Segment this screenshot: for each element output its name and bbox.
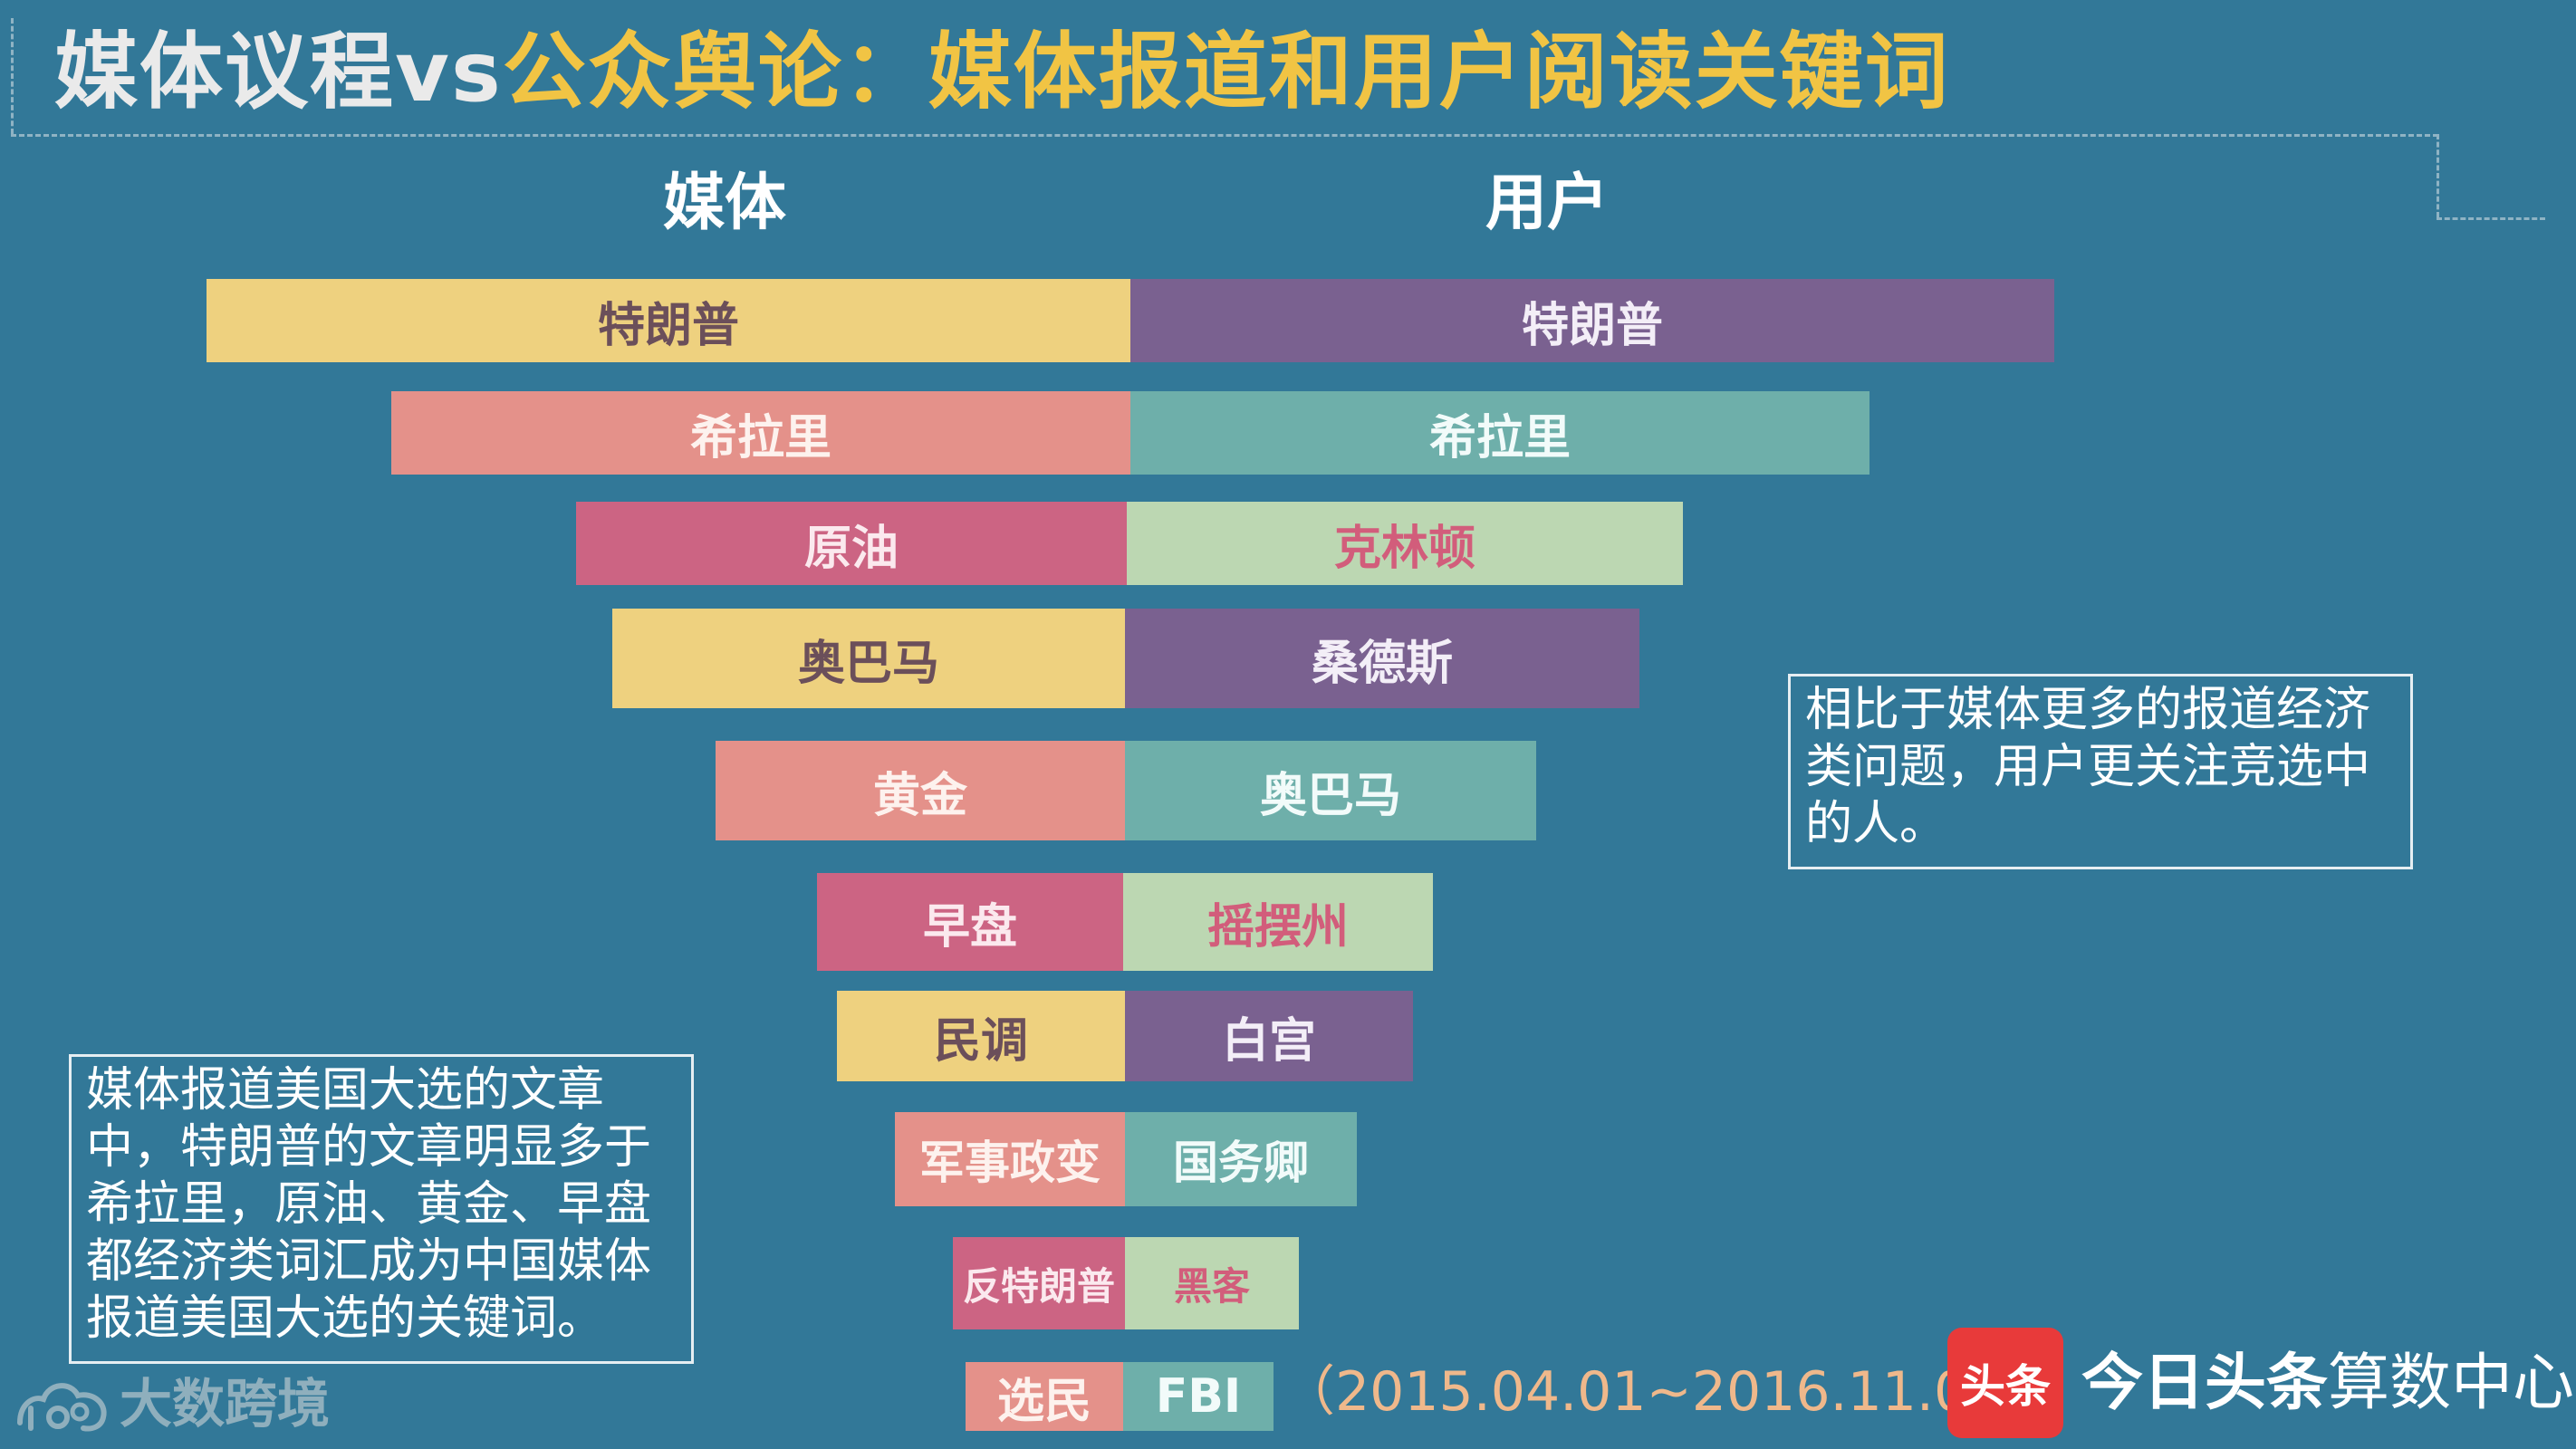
- page-title-part1: 媒体议程vs: [54, 24, 503, 120]
- note-left: 媒体报道美国大选的文章中，特朗普的文章明显多于希拉里，原油、黄金、早盘都经济类词…: [69, 1054, 694, 1364]
- user-bar-3: 克林顿: [1127, 502, 1683, 585]
- date-range: （2015.04.01~2016.11.09）: [1281, 1360, 2058, 1424]
- media-bar-1: 特朗普: [207, 279, 1130, 362]
- frame-dash-right: [2437, 134, 2439, 217]
- note-right: 相比于媒体更多的报道经济类问题，用户更关注竞选中的人。: [1788, 674, 2413, 869]
- media-bar-8: 军事政变: [895, 1112, 1125, 1206]
- user-bar-10: FBI: [1123, 1362, 1274, 1431]
- page-title: 媒体议程vs公众舆论：媒体报道和用户阅读关键词: [54, 18, 1950, 127]
- media-bar-4: 奥巴马: [612, 609, 1125, 708]
- toutiao-logo-icon: 头条: [1947, 1328, 2063, 1438]
- watermark-text: 大数跨境: [120, 1373, 331, 1435]
- brand-name: 今日头条: [2081, 1348, 2329, 1419]
- user-bar-6: 摇摆州: [1123, 873, 1433, 971]
- user-bar-9: 黑客: [1125, 1237, 1299, 1329]
- media-bar-6: 早盘: [817, 873, 1123, 971]
- brand-suffix: 算数中心: [2328, 1348, 2575, 1419]
- watermark: 大数跨境: [13, 1367, 330, 1440]
- user-bar-8: 国务卿: [1125, 1112, 1357, 1206]
- frame-dash-left: [11, 18, 14, 134]
- user-bar-7: 白宫: [1125, 991, 1413, 1081]
- column-header-media: 媒体: [662, 168, 786, 239]
- media-bar-2: 希拉里: [391, 391, 1130, 475]
- user-bar-4: 桑德斯: [1125, 609, 1639, 708]
- user-bar-2: 希拉里: [1130, 391, 1870, 475]
- frame-dash-right-tail: [2437, 217, 2545, 220]
- media-bar-5: 黄金: [716, 741, 1125, 840]
- frame-dash-line: [11, 134, 2438, 137]
- media-bar-10: 选民: [966, 1362, 1123, 1431]
- cloud-logo-icon: [17, 1383, 107, 1432]
- user-bar-5: 奥巴马: [1125, 741, 1536, 840]
- column-header-user: 用户: [1485, 168, 1609, 239]
- media-bar-3: 原油: [576, 502, 1127, 585]
- media-bar-9: 反特朗普: [953, 1237, 1125, 1329]
- brand-label: 今日头条算数中心: [2081, 1340, 2574, 1427]
- page-title-part2: 公众舆论：媒体报道和用户阅读关键词: [502, 24, 1950, 120]
- user-bar-1: 特朗普: [1130, 279, 2054, 362]
- media-bar-7: 民调: [837, 991, 1125, 1081]
